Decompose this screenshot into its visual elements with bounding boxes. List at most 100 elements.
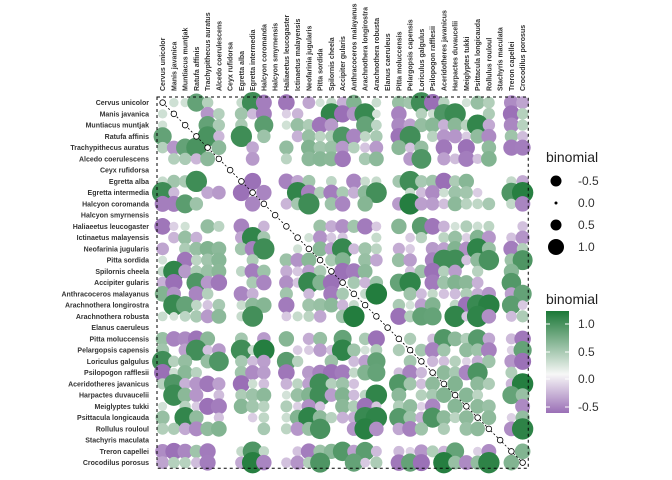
correlation-dot — [438, 356, 450, 367]
correlation-dot — [244, 263, 261, 280]
correlation-dot — [414, 118, 429, 133]
correlation-dot — [211, 252, 227, 268]
correlation-dot — [371, 221, 382, 232]
diagonal-marker — [463, 403, 470, 410]
correlation-dot — [448, 230, 463, 245]
x-tick-label: Elanus caeruleus — [385, 33, 392, 91]
correlation-dot — [471, 276, 484, 289]
correlation-dot — [325, 378, 338, 390]
correlation-dot — [336, 287, 349, 301]
correlation-dot — [436, 410, 452, 425]
correlation-dot — [470, 129, 485, 144]
correlation-dot — [461, 254, 472, 266]
correlation-dot — [189, 197, 204, 211]
correlation-dot — [482, 377, 495, 390]
correlation-dot — [481, 309, 497, 324]
correlation-dot — [176, 296, 195, 315]
correlation-dot — [325, 253, 338, 267]
y-tick-label: Pelargopsis capensis — [77, 348, 149, 355]
correlation-dot — [313, 298, 328, 313]
correlation-dot — [357, 196, 373, 212]
correlation-dot — [473, 446, 483, 456]
correlation-dot — [331, 339, 354, 361]
correlation-dot — [335, 377, 350, 391]
correlation-dot — [414, 197, 429, 211]
correlation-dot — [244, 196, 261, 212]
color-legend-label-3: 0.0 — [578, 372, 595, 386]
correlation-dot — [200, 151, 216, 167]
correlation-dot — [358, 152, 372, 166]
correlation-dot — [301, 129, 316, 144]
correlation-dot — [211, 241, 227, 257]
correlation-dot — [291, 355, 304, 368]
correlation-dot — [470, 421, 485, 437]
correlation-dot — [391, 140, 407, 156]
correlation-dot — [425, 117, 441, 133]
y-tick-label: Egretta intermedia — [88, 190, 150, 197]
correlation-dot — [425, 197, 440, 211]
correlation-dot — [458, 275, 474, 291]
correlation-dot — [165, 274, 183, 292]
correlation-dot — [156, 456, 170, 470]
correlation-dot — [309, 384, 331, 406]
correlation-dot — [437, 422, 450, 435]
correlation-dot — [189, 388, 204, 403]
correlation-dot — [346, 128, 362, 145]
y-tick-label: Ratufa affinis — [105, 134, 149, 141]
correlation-dot — [435, 172, 453, 190]
correlation-dot — [311, 116, 329, 134]
correlation-dot — [424, 262, 442, 280]
correlation-dot — [257, 354, 271, 369]
correlation-dot — [506, 232, 517, 243]
x-tick-label: Crocodilus porosus — [520, 25, 527, 91]
correlation-dot — [292, 266, 303, 277]
correlation-dot — [186, 272, 207, 293]
correlation-dot — [346, 173, 362, 190]
y-tick-label: Aceridotheres javanicus — [68, 381, 149, 388]
correlation-dot — [290, 455, 305, 470]
correlation-dot — [153, 127, 172, 146]
correlation-dot — [246, 287, 259, 300]
correlation-dot — [434, 329, 454, 349]
correlation-dot — [179, 456, 191, 469]
correlation-dot — [245, 365, 261, 381]
correlation-dot — [199, 240, 216, 257]
correlation-dot — [436, 129, 451, 144]
correlation-dot — [392, 298, 406, 312]
correlation-dot — [292, 446, 303, 457]
x-tick-label: Manis javanica — [171, 41, 178, 91]
diagonal-marker — [170, 110, 178, 118]
correlation-dot — [461, 356, 471, 366]
correlation-dot — [230, 125, 253, 148]
correlation-dot — [312, 230, 328, 245]
y-tick-label: Stachyris maculata — [85, 438, 149, 445]
correlation-dot — [512, 250, 533, 271]
correlation-dot — [402, 364, 418, 381]
correlation-dot — [347, 186, 360, 199]
correlation-dot — [448, 366, 462, 379]
diagonal-marker — [249, 189, 256, 196]
correlation-dot — [313, 331, 328, 346]
correlation-dot — [415, 389, 428, 401]
correlation-dot — [435, 139, 453, 156]
correlation-dot — [257, 365, 271, 380]
correlation-dot — [405, 232, 415, 243]
correlation-dot — [391, 387, 407, 403]
correlation-dot — [506, 345, 516, 355]
diagonal-marker — [159, 99, 166, 106]
correlation-dot — [482, 354, 496, 369]
y-tick-label: Muntiacus muntjak — [86, 123, 150, 130]
correlation-dot — [258, 446, 270, 457]
diagonal-marker — [496, 436, 504, 444]
correlation-dot — [191, 401, 202, 412]
correlation-dot — [415, 108, 428, 120]
x-tick-label: Egretta intermedia — [250, 29, 257, 91]
correlation-dot — [348, 355, 360, 367]
size-legend-title: binomial — [546, 149, 598, 165]
y-tick-label: Pitta sordida — [107, 258, 150, 265]
correlation-cells — [151, 91, 534, 474]
correlation-dot — [458, 173, 474, 189]
correlation-dot — [213, 412, 225, 423]
correlation-dot — [360, 345, 370, 355]
correlation-dot — [189, 241, 204, 256]
